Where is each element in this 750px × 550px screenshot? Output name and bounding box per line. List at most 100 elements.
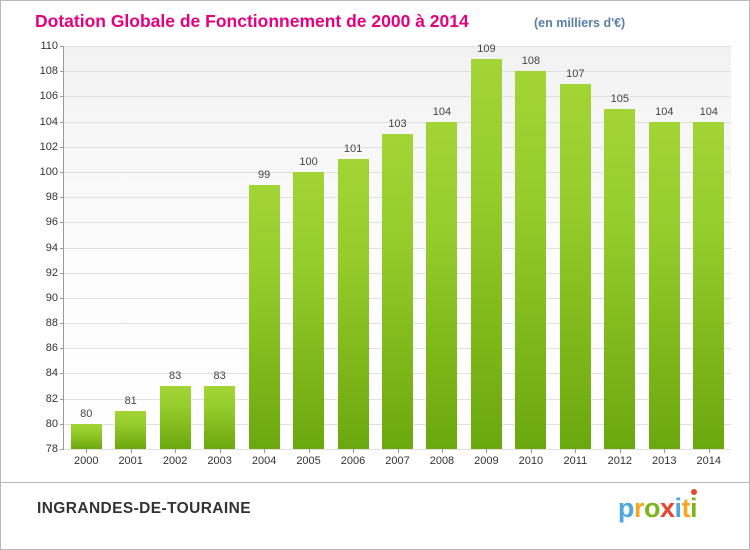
bar-value-label: 109 [477,42,496,55]
y-tick-label: 84 [45,367,58,380]
grid-line [64,71,731,73]
y-tick-mark [60,46,64,47]
x-tick-label: 2001 [118,455,143,467]
bar-group[interactable]: 100 2005 [293,46,325,467]
logo-letter-o: o [643,493,661,523]
grid-line [64,96,731,98]
bar-value-label: 105 [610,92,629,105]
bar[interactable] [248,184,280,449]
bar[interactable] [293,171,325,449]
x-tick-mark [130,449,132,453]
x-tick-mark [353,449,355,453]
x-tick-mark [308,449,310,453]
y-tick-mark [60,449,64,450]
x-tick-label: 2009 [474,455,499,467]
x-tick-label: 2004 [251,455,277,467]
bar-group[interactable]: 104 2014 [693,46,725,467]
chart-footer: INGRANDES-DE-TOURAINE proxiti [1,483,749,549]
bar-group[interactable]: 103 2007 [382,46,413,467]
y-tick-label: 86 [45,342,58,355]
y-tick-mark [60,171,64,173]
bar[interactable] [70,423,102,449]
x-tick-mark [441,449,443,453]
y-tick-mark [60,423,64,425]
bar[interactable] [337,159,369,449]
bar[interactable] [470,58,502,449]
bar-group[interactable]: 83 2003 [204,46,236,467]
bar-group[interactable]: 105 2012 [604,46,636,467]
bar[interactable] [604,108,636,449]
logo-letter-t: t [681,493,690,523]
bar-group[interactable]: 109 2009 [470,42,502,467]
logo-dot-icon [691,489,697,495]
bar-group[interactable]: 83 2002 [159,46,191,467]
bar[interactable] [515,71,547,449]
y-tick-label: 100 [39,165,58,178]
proxiti-logo[interactable]: proxiti [617,493,698,524]
bar[interactable] [693,121,725,449]
bar[interactable] [648,121,680,449]
y-tick-label: 104 [39,115,58,128]
x-tick-label: 2002 [162,455,188,467]
bar-group[interactable]: 101 2006 [337,46,369,467]
x-tick-mark [530,449,532,453]
bar-group[interactable]: 80 2000 [70,46,102,467]
chart-subtitle: (en milliers d'€) [534,16,626,30]
x-tick-mark [486,449,488,453]
bar-value-label: 108 [521,55,541,68]
y-tick-mark [60,222,64,224]
bar-value-label: 104 [699,105,718,118]
logo-letter-p: p [617,493,635,523]
y-tick-mark [60,121,64,123]
x-tick-mark [619,449,621,453]
page-title: Dotation Globale de Fonctionnement de 20… [35,11,469,31]
x-tick-mark [219,449,221,453]
bar-group[interactable]: 107 2011 [559,46,591,467]
y-tick-mark [60,373,64,375]
x-tick-label: 2000 [73,455,99,467]
bar[interactable] [559,83,591,449]
bar-value-label: 104 [432,105,452,118]
bar-value-label: 83 [169,370,182,383]
y-tick-mark [60,96,64,98]
x-tick-label: 2005 [296,455,321,467]
bar[interactable] [426,121,458,449]
y-tick-label: 94 [45,241,58,254]
commune-label: INGRANDES-DE-TOURAINE [37,500,251,517]
x-tick-label: 2012 [607,455,633,467]
x-tick-mark [86,449,88,453]
bar-series: 80 2000 81 2001 83 2002 83 2003 99 2004 100 2005 101… [64,42,731,467]
x-tick-label: 2007 [385,455,410,467]
bar-value-label: 83 [213,370,226,383]
x-tick-label: 2003 [207,455,232,467]
bar[interactable] [115,411,147,449]
bar-group[interactable]: 108 2010 [515,46,547,467]
x-tick-mark [708,449,710,453]
bar-group[interactable]: 104 2013 [648,46,680,467]
y-tick-mark [60,247,64,249]
x-tick-label: 2011 [563,455,588,467]
x-tick-label: 2008 [429,455,455,467]
bar[interactable] [382,134,413,449]
x-tick-mark [264,449,266,453]
chart-header: Dotation Globale de Fonctionnement de 20… [1,1,749,39]
bar[interactable] [159,386,191,449]
y-tick-mark [60,146,64,148]
y-tick-label: 102 [39,140,58,153]
x-tick-mark [397,449,399,453]
plot-area: 78 80 82 84 86 88 90 92 94 96 98 100 102 104 106 108 110… [40,40,731,467]
y-tick-mark [60,398,64,400]
x-tick-mark [575,449,577,453]
bar-group[interactable]: 81 2001 [115,46,147,467]
x-tick-label: 2010 [518,455,544,467]
y-tick-mark [60,272,64,274]
bar-value-label: 104 [655,105,674,118]
bar-group[interactable]: 99 2004 [248,46,280,467]
grid-line [64,121,731,123]
y-tick-label: 110 [40,40,58,52]
bar-group[interactable]: 104 2008 [426,46,458,467]
bar-value-label: 100 [299,155,318,168]
bar[interactable] [204,386,236,449]
footer-divider [1,482,749,483]
